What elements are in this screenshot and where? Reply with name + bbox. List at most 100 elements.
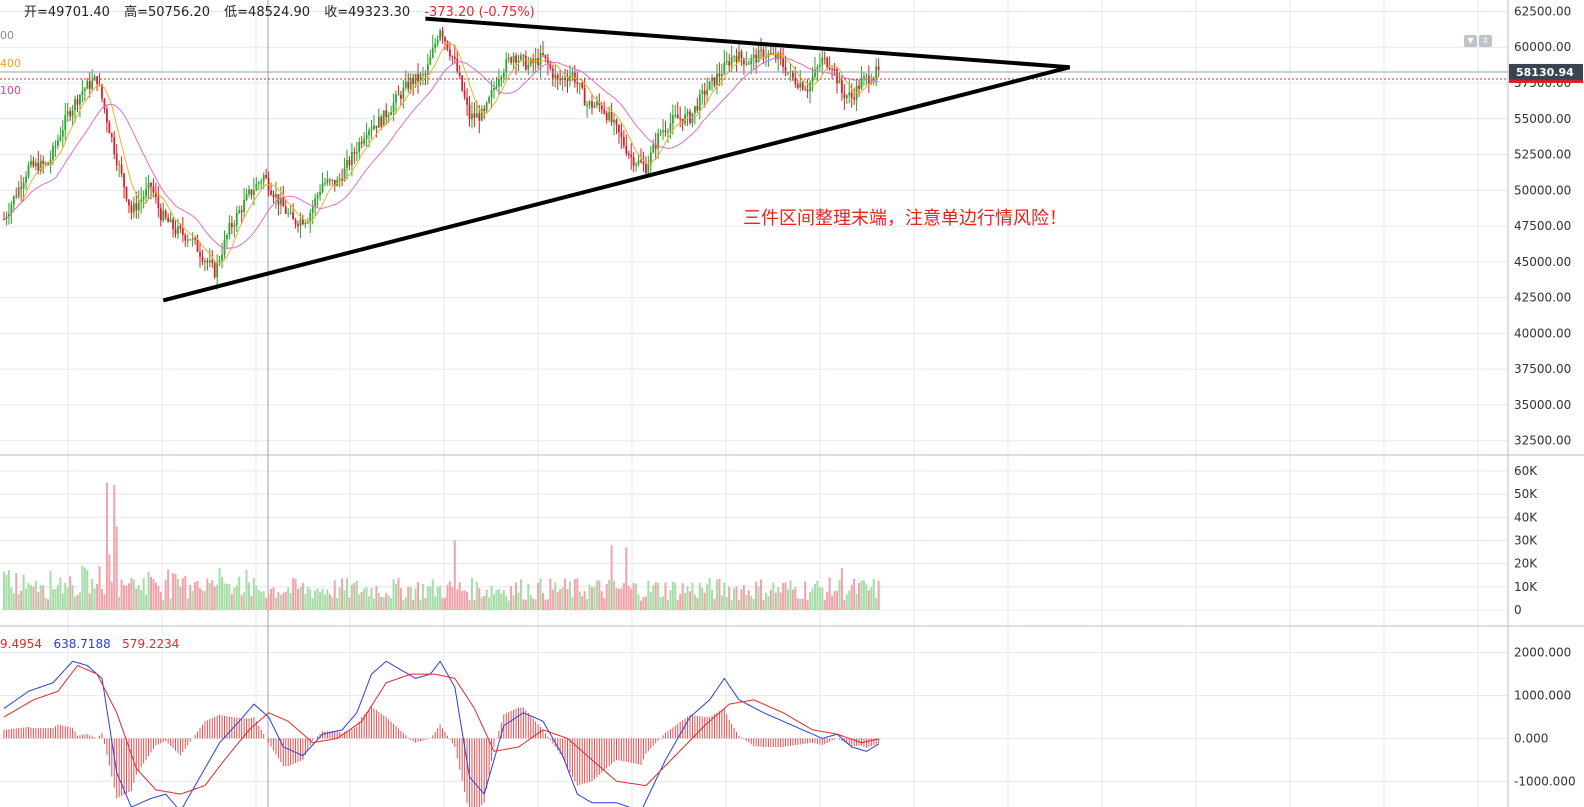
candle-body	[155, 192, 157, 198]
candle-body	[164, 210, 167, 218]
candle-body	[694, 106, 696, 113]
macd-line-value: 638.7188	[53, 637, 111, 651]
volume-bar	[159, 591, 162, 610]
volume-bar	[49, 570, 52, 610]
volume-bar	[61, 593, 64, 610]
candle-body	[113, 137, 116, 154]
candle-body	[664, 130, 667, 132]
candle-body	[725, 61, 728, 63]
candle-body	[184, 235, 187, 241]
candle-body	[784, 67, 787, 74]
volume-bar	[730, 599, 733, 610]
ma-legend-2: 400	[0, 57, 21, 70]
volume-bar	[480, 597, 483, 610]
volume-bar	[56, 584, 59, 610]
volume-bar	[274, 597, 277, 610]
candle-body	[603, 109, 606, 114]
candle-body	[657, 133, 660, 149]
volume-bar	[255, 585, 258, 610]
volume-bar	[284, 591, 287, 610]
candle-body	[823, 57, 826, 59]
candle-body	[475, 113, 478, 118]
volume-bar	[845, 594, 848, 610]
candle-body	[157, 197, 160, 209]
volume-bar	[292, 577, 295, 610]
candle-body	[515, 55, 517, 63]
candle-body	[708, 81, 711, 90]
volume-bar	[407, 586, 410, 610]
volume-bar	[691, 582, 694, 610]
volume-bar	[752, 598, 755, 610]
volume-bar	[199, 588, 201, 610]
volume-bar	[147, 571, 150, 610]
volume-bar	[872, 578, 875, 610]
candle-body	[54, 145, 57, 147]
volume-bar	[833, 591, 836, 610]
volume-bar	[132, 579, 135, 610]
volume-bar	[620, 588, 623, 610]
candle-body	[858, 85, 860, 89]
candle-body	[17, 187, 20, 197]
candle-body	[309, 212, 312, 223]
candle-body	[235, 212, 238, 226]
volume-bar	[78, 592, 81, 610]
candle-body	[135, 203, 138, 211]
candle-body	[255, 183, 258, 191]
volume-bar	[348, 597, 351, 610]
volume-bar	[279, 594, 282, 610]
candle-body	[365, 135, 368, 139]
volume-bar	[191, 590, 194, 610]
volume-bar	[826, 591, 829, 610]
volume-bar	[603, 597, 606, 610]
candle-body	[108, 122, 111, 134]
ma-slow-line	[3, 56, 879, 250]
volume-bar	[297, 588, 299, 610]
candle-body	[282, 197, 285, 207]
candle-body	[294, 219, 297, 225]
chart-annotation: 三件区间整理末端，注意单边行情风险！	[743, 208, 1067, 229]
candle-body	[816, 67, 819, 70]
volume-bar	[630, 588, 633, 610]
volume-bar	[412, 599, 415, 610]
volume-bar	[706, 583, 709, 610]
volume-bar	[113, 484, 116, 610]
candle-body	[863, 76, 865, 78]
volume-bar	[380, 597, 383, 610]
volume-bar	[409, 587, 412, 610]
volume-bar	[103, 594, 106, 610]
volume-bar	[853, 578, 856, 610]
candle-body	[83, 88, 86, 91]
candle-body	[262, 175, 265, 182]
candle-body	[821, 57, 824, 66]
volume-bar	[243, 592, 246, 610]
scale-down-icon[interactable]: ▼	[1464, 35, 1477, 47]
volume-bar	[434, 596, 437, 610]
volume-bar	[211, 580, 214, 610]
volume-bar	[564, 578, 567, 610]
volume-bar	[791, 589, 794, 610]
volume-bar	[414, 588, 417, 610]
candle-body	[627, 153, 630, 155]
candle-body	[578, 83, 581, 85]
volume-bar	[811, 588, 814, 610]
candle-body	[132, 203, 135, 213]
candle-body	[806, 89, 809, 92]
candle-body	[326, 179, 329, 184]
scale-updown-icon[interactable]: ⇕	[1479, 35, 1492, 47]
volume-bar	[750, 596, 753, 610]
candle-body	[287, 212, 290, 214]
volume-bar	[419, 599, 422, 610]
volume-bar	[816, 580, 819, 610]
candle-body	[25, 176, 27, 183]
candle-body	[316, 195, 319, 199]
volume-bar	[105, 482, 108, 610]
candle-body	[328, 179, 331, 181]
volume-bar	[686, 585, 689, 610]
candle-body	[61, 129, 64, 137]
candle-body	[510, 57, 513, 63]
volume-bar	[747, 590, 750, 610]
volume-bar	[493, 594, 495, 610]
candle-body	[446, 41, 449, 50]
volume-bar	[22, 574, 25, 610]
